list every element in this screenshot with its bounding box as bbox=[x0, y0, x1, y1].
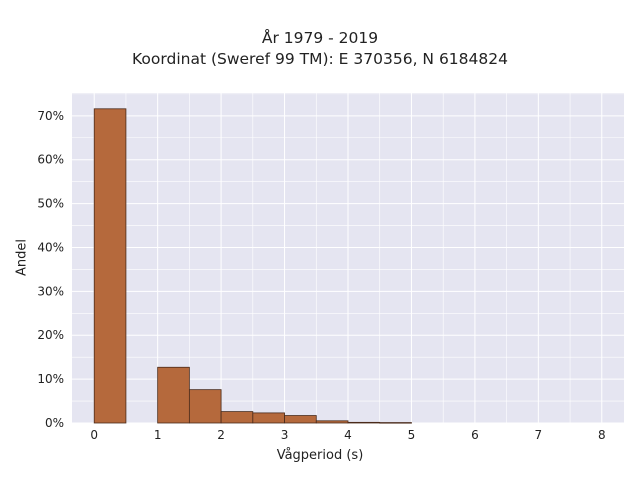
histogram-bar bbox=[252, 412, 285, 424]
x-tick-label: 2 bbox=[217, 428, 225, 442]
y-axis-label: Andel bbox=[14, 239, 30, 276]
y-tick-label: 20% bbox=[37, 328, 64, 342]
x-tick-labels: 0 1 2 3 4 5 6 7 8 bbox=[90, 428, 605, 442]
y-tick-label: 40% bbox=[37, 240, 64, 254]
y-tick-labels: 0% 10% 20% 30% 40% 50% 60% 70% bbox=[37, 109, 64, 430]
y-tick-label: 50% bbox=[37, 197, 64, 211]
x-tick-label: 5 bbox=[408, 428, 416, 442]
histogram-bar bbox=[93, 108, 127, 424]
histogram-bar bbox=[188, 389, 222, 424]
x-tick-label: 0 bbox=[90, 428, 98, 442]
x-tick-label: 3 bbox=[281, 428, 289, 442]
histogram-bar bbox=[315, 420, 349, 424]
histogram-bar bbox=[379, 422, 412, 424]
x-tick-label: 7 bbox=[535, 428, 543, 442]
x-tick-label: 4 bbox=[344, 428, 352, 442]
y-tick-label: 30% bbox=[37, 284, 64, 298]
y-tick-label: 70% bbox=[37, 109, 64, 123]
histogram-bar bbox=[220, 411, 254, 424]
x-tick-label: 6 bbox=[471, 428, 479, 442]
histogram-bar bbox=[157, 366, 190, 424]
y-tick-label: 60% bbox=[37, 153, 64, 167]
chart-title-line-1: År 1979 - 2019 bbox=[261, 29, 379, 47]
histogram-bar bbox=[347, 421, 381, 424]
y-tick-label: 10% bbox=[37, 372, 64, 386]
bars bbox=[93, 108, 412, 424]
x-axis-label: Vågperiod (s) bbox=[276, 448, 364, 463]
x-tick-label: 1 bbox=[154, 428, 162, 442]
y-tick-label: 0% bbox=[45, 416, 64, 430]
histogram-bar bbox=[284, 415, 317, 424]
chart-title-line-2: Koordinat (Sweref 99 TM): E 370356, N 61… bbox=[132, 50, 508, 68]
x-tick-label: 8 bbox=[598, 428, 606, 442]
